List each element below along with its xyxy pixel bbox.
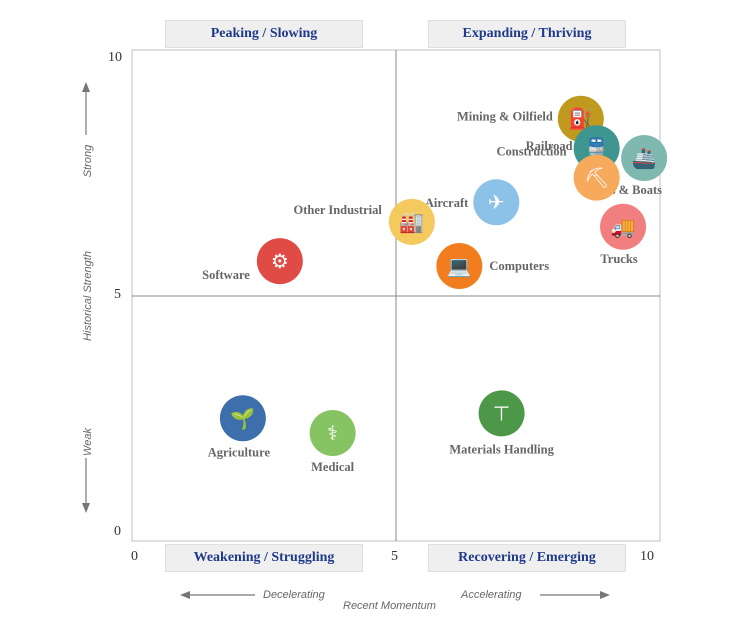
point-circle — [219, 395, 266, 442]
point-label: Railroad — [526, 139, 573, 153]
point-circle — [621, 135, 668, 182]
point-circle — [388, 198, 435, 245]
y-tick-0: 0 — [114, 524, 121, 539]
point-circle — [478, 390, 525, 437]
y-tick-5: 5 — [114, 287, 121, 302]
data-point: ⚕ Medical — [309, 409, 356, 474]
point-circle — [256, 238, 303, 285]
point-label: Software — [202, 268, 250, 282]
sprout-icon: 🌱 — [230, 406, 255, 430]
laptop-icon: 💻 — [447, 254, 472, 278]
truck-icon: 🚚 — [611, 215, 636, 239]
data-point: ⚙ Software — [202, 238, 303, 285]
x-axis-title: Recent Momentum — [343, 600, 436, 612]
point-label: Materials Handling — [449, 442, 554, 456]
data-point: ⛏ Construction — [496, 145, 620, 201]
data-point: 🏭 Other Industrial — [294, 198, 435, 245]
x-axis-arrows — [180, 591, 610, 599]
point-circle — [473, 179, 520, 226]
point-label: Agriculture — [208, 445, 271, 459]
point-label: Mining & Oilfield — [457, 110, 553, 124]
y-axis-title: Historical Strength — [82, 251, 94, 341]
quadrant-label-recovering: Recovering / Emerging — [428, 544, 626, 572]
point-label: Trucks — [600, 252, 637, 266]
point-circle — [600, 203, 647, 250]
point-circle — [309, 409, 356, 456]
ship-icon: 🚢 — [632, 146, 657, 170]
points-layer: ⛽Mining & Oilfield🚆Railroad 🚢Ships & Boat… — [202, 95, 668, 474]
point-label: Aircraft — [425, 196, 469, 210]
x-axis-accelerating: Accelerating — [461, 589, 522, 601]
airplane-icon: ✈ — [488, 190, 505, 214]
point-label: Medical — [311, 460, 355, 474]
point-label: Computers — [489, 259, 549, 273]
x-axis-decelerating: Decelerating — [263, 589, 325, 601]
data-point: 💻 Computers — [436, 243, 549, 290]
point-circle — [573, 154, 620, 201]
quadrant-label-expanding: Expanding / Thriving — [428, 20, 626, 48]
crane-icon: ⊤ — [493, 401, 510, 425]
y-axis-weak: Weak — [82, 428, 94, 456]
y-axis-arrows — [82, 82, 90, 513]
worker-icon: ⛏ — [584, 166, 609, 190]
data-point: ⊤ Materials Handling — [449, 390, 555, 456]
point-label: Construction — [496, 145, 566, 159]
x-tick-0: 0 — [131, 549, 138, 564]
data-point: ✈ Aircraft — [425, 179, 520, 226]
point-circle — [436, 243, 483, 290]
factory-icon: 🏭 — [399, 210, 424, 234]
y-axis-strong: Strong — [82, 144, 94, 178]
quadrant-label-peaking: Peaking / Slowing — [165, 20, 363, 48]
y-tick-10: 10 — [108, 50, 122, 65]
point-label: Other Industrial — [294, 203, 383, 217]
x-tick-10: 10 — [640, 549, 654, 564]
quadrant-label-weakening: Weakening / Struggling — [165, 544, 363, 572]
oil-pump-icon: ⛽ — [568, 107, 593, 131]
data-point: 🚚 Trucks — [600, 203, 647, 266]
caduceus-icon: ⚕ — [327, 421, 338, 445]
x-tick-5: 5 — [391, 549, 398, 564]
tablet-gears-icon: ⚙ — [271, 249, 289, 273]
data-point: 🌱 Agriculture — [208, 395, 271, 459]
